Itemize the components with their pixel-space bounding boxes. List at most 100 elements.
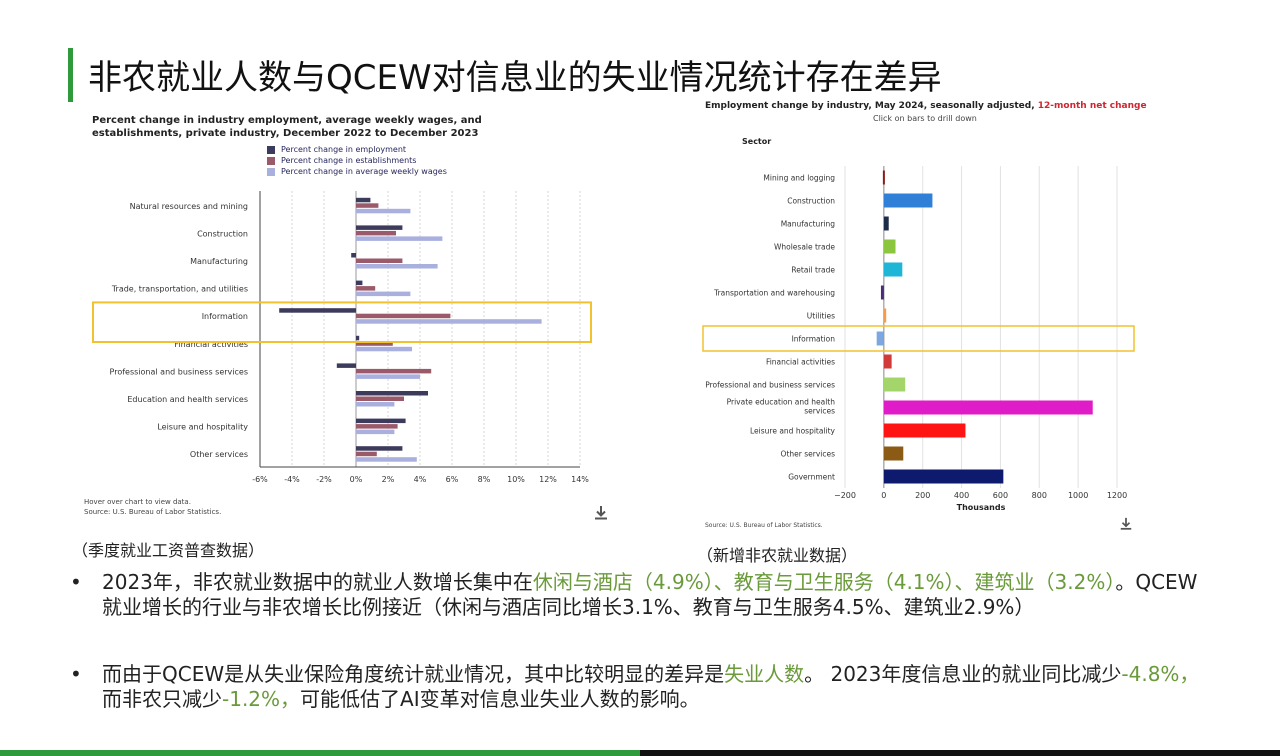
right-chart-title-main: Employment change by industry, May 2024,… [705, 101, 1038, 111]
bar-professional-and-business-services[interactable] [883, 377, 906, 392]
category-label: Private education and health [727, 398, 836, 407]
legend-label-employment: Percent change in employment [281, 145, 407, 154]
category-label: Mining and logging [763, 174, 835, 183]
download-icon[interactable] [1119, 516, 1133, 535]
x-tick-label: 0% [350, 475, 363, 484]
bar-transportation-and-warehousing[interactable] [880, 285, 884, 300]
category-label: Professional and business services [705, 381, 835, 390]
right-chart-source: Source: U.S. Bureau of Labor Statistics. [705, 522, 823, 529]
category-label: Trade, transportation, and utilities [111, 285, 248, 294]
category-label: Leisure and hospitality [157, 423, 248, 432]
x-tick-label: 600 [993, 491, 1008, 500]
bar-employment[interactable] [356, 225, 403, 230]
highlight-text: -1.2%， [222, 687, 301, 711]
bar-establishments[interactable] [356, 230, 396, 236]
category-label: Financial activities [174, 340, 248, 349]
highlight-text: 休闲与酒店（4.9%）、教育与卫生服务（4.1%）、建筑业（3.2%） [532, 570, 1116, 594]
bar-employment[interactable] [356, 391, 428, 396]
bar-wages[interactable] [356, 457, 417, 462]
bar-mining-and-logging[interactable] [882, 170, 885, 185]
category-label: Manufacturing [190, 257, 248, 266]
bar-wages[interactable] [356, 208, 411, 214]
bar-employment[interactable] [336, 363, 356, 368]
category-label: Financial activities [766, 358, 835, 367]
bar-wages[interactable] [356, 429, 395, 435]
legend-item-employment[interactable]: Percent change in employment [267, 145, 406, 154]
category-label: Retail trade [791, 266, 835, 275]
bar-establishments[interactable] [356, 368, 432, 374]
bar-establishments[interactable] [356, 341, 393, 346]
bar-wholesale-trade[interactable] [883, 239, 896, 254]
slide-title: 非农就业人数与QCEW对信息业的失业情况统计存在差异 [88, 58, 942, 98]
category-label: Information [792, 335, 836, 344]
category-label: services [804, 407, 835, 416]
bar-retail-trade[interactable] [883, 262, 903, 277]
bar-government[interactable] [883, 469, 1004, 484]
download-icon[interactable] [593, 505, 609, 525]
category-label: Education and health services [127, 395, 248, 404]
bar-private-education-and-health-services[interactable] [883, 400, 1093, 415]
category-label: Leisure and hospitality [750, 427, 836, 436]
bar-establishments[interactable] [356, 313, 451, 319]
bar-employment[interactable] [351, 253, 356, 258]
x-axis-title: Thousands [957, 503, 1006, 512]
bar-establishments[interactable] [356, 203, 379, 208]
left-chart-source: Source: U.S. Bureau of Labor Statistics. [84, 508, 222, 516]
bar-employment[interactable] [356, 280, 363, 286]
highlight-text: 失业人数 [724, 662, 805, 686]
x-tick-label: -6% [252, 475, 268, 484]
bar-wages[interactable] [356, 346, 412, 352]
bar-manufacturing[interactable] [883, 216, 889, 231]
bar-leisure-and-hospitality[interactable] [883, 423, 966, 438]
bar-wages[interactable] [356, 236, 443, 241]
bar-wages[interactable] [356, 374, 420, 379]
legend-label-wages: Percent change in average weekly wages [281, 167, 447, 176]
right-chart-axis-label-sector: Sector [742, 137, 772, 146]
bar-employment[interactable] [356, 335, 360, 341]
category-label: Other services [190, 450, 248, 459]
legend-swatch-wages [267, 167, 275, 176]
bullet-text: 而由于QCEW是从失业保险角度统计就业情况，其中比较明显的差异是 [102, 662, 725, 686]
bar-financial-activities[interactable] [883, 354, 892, 369]
category-label: Transportation and warehousing [713, 289, 835, 298]
x-tick-label: 8% [478, 475, 491, 484]
bar-construction[interactable] [883, 193, 933, 208]
legend-item-wages[interactable]: Percent change in average weekly wages [267, 167, 447, 176]
category-label: Other services [781, 450, 836, 459]
left-chart-footnote: Hover over chart to view data. Source: U… [84, 497, 221, 517]
bullet-text: 而非农只减少 [102, 687, 222, 711]
bar-establishments[interactable] [356, 451, 377, 457]
caption-right: （新增非农就业数据） [697, 546, 858, 565]
highlight-box-information [92, 301, 592, 343]
right-chart-title: Employment change by industry, May 2024,… [705, 101, 1147, 111]
hover-note: Hover over chart to view data. [84, 498, 191, 506]
bar-establishments[interactable] [356, 258, 403, 264]
x-tick-label: 4% [414, 475, 427, 484]
bar-other-services[interactable] [883, 446, 904, 461]
bar-employment[interactable] [356, 418, 406, 424]
bar-employment[interactable] [356, 446, 403, 451]
bar-wages[interactable] [356, 264, 438, 269]
bar-establishments[interactable] [356, 286, 376, 291]
category-label: Professional and business services [110, 367, 248, 376]
category-label: Information [202, 312, 248, 321]
highlight-box-information [702, 325, 1135, 352]
bar-utilities[interactable] [883, 308, 887, 323]
bar-information[interactable] [876, 331, 884, 346]
bar-wages[interactable] [356, 402, 395, 407]
category-label: Construction [197, 229, 248, 238]
bar-employment[interactable] [279, 308, 356, 313]
legend-item-establishments[interactable]: Percent change in establishments [267, 156, 416, 165]
bar-establishments[interactable] [356, 424, 398, 429]
bullet-text: 。 2023年度信息业的就业同比减少 [804, 662, 1122, 686]
bar-wages[interactable] [356, 291, 411, 297]
category-label: Utilities [807, 312, 835, 321]
bullet-item: 而由于QCEW是从失业保险角度统计就业情况，其中比较明显的差异是失业人数。 20… [70, 662, 1200, 712]
category-label: Construction [787, 197, 835, 206]
bar-establishments[interactable] [356, 396, 404, 402]
bar-wages[interactable] [356, 319, 542, 324]
x-tick-label: −200 [834, 491, 856, 500]
bar-employment[interactable] [356, 197, 371, 203]
